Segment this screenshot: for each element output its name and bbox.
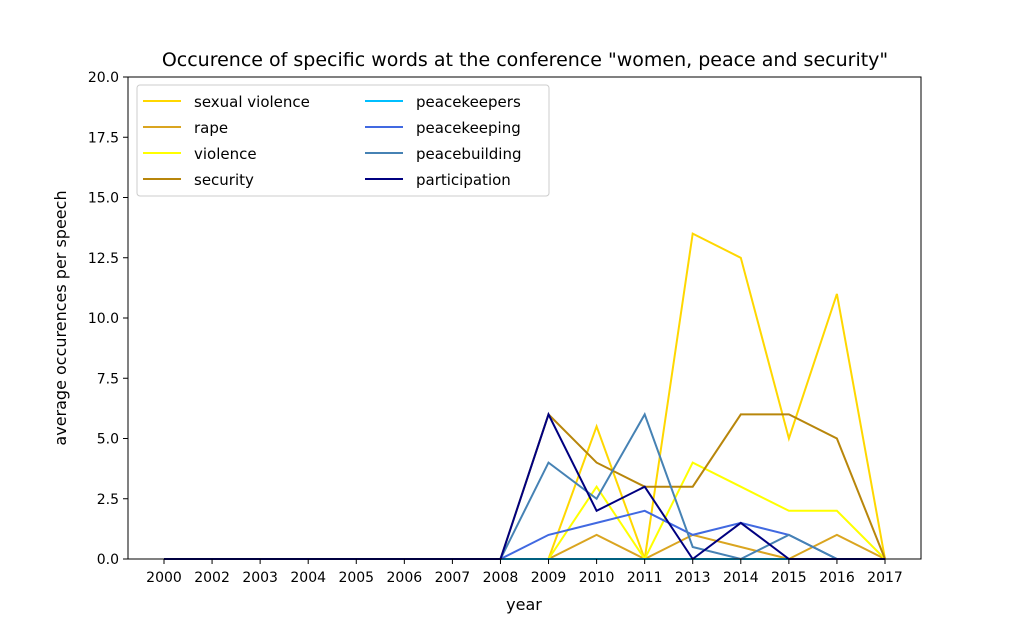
legend-label: violence	[194, 145, 257, 163]
x-tick-label: 2009	[531, 570, 567, 586]
legend-label: peacekeeping	[416, 119, 521, 137]
axes-layer: 2000 2002 2003 2004 2005 2006 2007 2008 2009 2010…	[88, 70, 903, 586]
x-tick-label: 2008	[483, 570, 519, 586]
x-tick-label: 2003	[242, 570, 278, 586]
chart-title: Occurence of specific words at the confe…	[162, 49, 888, 71]
x-axis-label: year	[506, 595, 542, 614]
x-tick-label: 2002	[194, 570, 230, 586]
x-tick-label: 2006	[387, 570, 423, 586]
y-tick-label: 10.0	[88, 311, 119, 327]
legend-label: participation	[416, 171, 511, 189]
series-line-peacekeeping	[164, 509, 885, 560]
y-tick-label: 20.0	[88, 70, 119, 86]
legend: sexual violence rape violence security peace…	[136, 84, 550, 197]
series-layer	[164, 232, 886, 561]
y-tick-label: 5.0	[97, 432, 119, 448]
x-tick-label: 2010	[579, 570, 615, 586]
x-tick-label: 2000	[146, 570, 182, 586]
legend-box	[136, 84, 550, 197]
x-tick-label: 2014	[723, 570, 759, 586]
y-tick-label: 7.5	[97, 371, 119, 387]
legend-label: peacebuilding	[416, 145, 522, 163]
x-tick-label: 2005	[338, 570, 374, 586]
x-tick-label: 2011	[627, 570, 663, 586]
y-tick-label: 2.5	[97, 492, 119, 508]
x-tick-label: 2004	[290, 570, 326, 586]
y-tick-label: 12.5	[88, 251, 119, 267]
series-line-participation	[164, 411, 885, 561]
x-tick-label: 2013	[675, 570, 711, 586]
y-tick-label: 15.0	[88, 191, 119, 207]
x-tick-label: 2016	[819, 570, 855, 586]
legend-label: security	[194, 171, 254, 189]
x-tick-label: 2017	[867, 570, 903, 586]
x-tick-label: 2007	[435, 570, 471, 586]
legend-label: peacekeepers	[416, 93, 521, 111]
y-axis-label: average occurences per speech	[51, 190, 70, 445]
legend-label: rape	[194, 119, 228, 137]
y-tick-label: 0.0	[97, 552, 119, 568]
legend-label: sexual violence	[194, 93, 310, 111]
x-tick-label: 2015	[771, 570, 807, 586]
y-tick-label: 17.5	[88, 130, 119, 146]
